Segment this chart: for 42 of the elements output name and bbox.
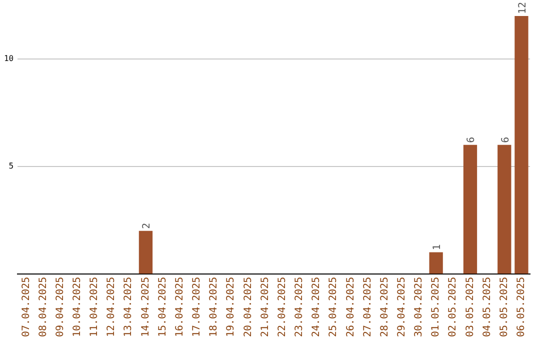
x-tick-label: 18.04.2025 <box>208 276 220 338</box>
x-tick-label: 27.04.2025 <box>362 276 374 338</box>
x-tick-label: 10.04.2025 <box>72 276 84 338</box>
x-tick-label: 24.04.2025 <box>311 276 322 338</box>
bar <box>463 144 478 274</box>
x-tick-label: 13.04.2025 <box>123 276 134 338</box>
x-tick-label: 02.05.2025 <box>448 276 459 338</box>
bar <box>138 230 153 274</box>
bar <box>429 252 443 274</box>
x-tick-label: 15.04.2025 <box>157 276 168 338</box>
x-tick-label: 17.04.2025 <box>192 276 203 338</box>
x-tick-label: 16.04.2025 <box>174 276 186 338</box>
x-tick-label: 26.04.2025 <box>345 276 356 338</box>
y-tick-label: 10 <box>4 54 14 64</box>
y-tick-label: 5 <box>8 161 14 170</box>
x-tick-label: 30.04.2025 <box>414 276 425 338</box>
x-tick-label: 19.04.2025 <box>226 276 237 338</box>
data-label: 12 <box>517 2 528 14</box>
x-tick-label: 06.05.2025 <box>516 276 528 338</box>
x-tick-label: 21.04.2025 <box>260 276 271 338</box>
data-label: 2 <box>142 222 153 229</box>
x-tick-label: 12.04.2025 <box>106 276 118 338</box>
x-tick-label: 14.04.2025 <box>140 276 152 338</box>
x-tick-label: 25.04.2025 <box>328 276 340 338</box>
x-tick-label: 09.04.2025 <box>54 276 66 338</box>
x-tick-label: 01.05.2025 <box>430 276 442 338</box>
x-tick-label: 07.04.2025 <box>20 276 32 338</box>
bar <box>514 16 528 274</box>
x-tick-label: 04.05.2025 <box>482 276 493 338</box>
x-tick-label: 11.04.2025 <box>89 276 100 338</box>
x-tick-label: 08.04.2025 <box>38 276 49 338</box>
x-tick-label: 29.04.2025 <box>396 276 408 338</box>
x-tick-label: 05.05.2025 <box>498 276 510 338</box>
x-tick-label: 03.05.2025 <box>464 276 476 338</box>
data-label: 1 <box>432 244 444 250</box>
x-tick-label: 22.04.2025 <box>276 276 288 338</box>
bar <box>498 144 512 274</box>
x-tick-label: 28.04.2025 <box>379 276 390 338</box>
data-label: 6 <box>500 136 512 143</box>
data-label: 6 <box>466 136 478 143</box>
x-tick-label: 23.04.2025 <box>294 276 306 338</box>
x-tick-label: 20.04.2025 <box>242 276 254 338</box>
